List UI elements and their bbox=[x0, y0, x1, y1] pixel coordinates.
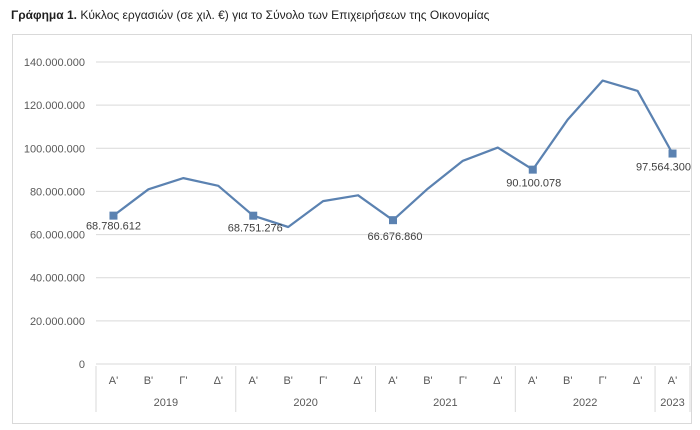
x-tick-label: Α' bbox=[388, 375, 397, 387]
chart-caption: Γράφημα 1. Κύκλος εργασιών (σε χιλ. €) γ… bbox=[11, 8, 489, 22]
x-tick-label: Δ' bbox=[633, 375, 642, 387]
y-tick-label: 20.000.000 bbox=[30, 316, 85, 328]
year-label: 2021 bbox=[433, 397, 457, 409]
data-label: 68.780.612 bbox=[86, 221, 141, 233]
data-point-marker bbox=[668, 149, 677, 158]
data-label: 66.676.860 bbox=[367, 231, 422, 243]
y-axis-ticks: 0 20.000.000 40.000.000 60.000.000 80.000.00… bbox=[24, 57, 85, 371]
x-tick-label: Α' bbox=[528, 375, 537, 387]
x-tick-label: Δ' bbox=[353, 375, 362, 387]
gridlines bbox=[96, 61, 690, 322]
data-point-marker bbox=[389, 216, 397, 225]
y-tick-label: 60.000.000 bbox=[30, 230, 85, 242]
caption-text: Κύκλος εργασιών (σε χιλ. €) για το Σύνολ… bbox=[80, 8, 490, 22]
x-tick-label: Β' bbox=[563, 375, 572, 387]
x-tick-label: Δ' bbox=[493, 375, 502, 387]
y-tick-label: 0 bbox=[79, 359, 85, 371]
caption-label: Γράφημα 1. bbox=[11, 8, 77, 22]
x-tick-label: Δ' bbox=[214, 375, 223, 387]
chart-frame bbox=[12, 34, 692, 424]
data-label: 90.100.078 bbox=[506, 178, 561, 190]
x-tick-label: Α' bbox=[249, 375, 258, 387]
series-markers bbox=[109, 149, 677, 225]
x-tick-label: Γ' bbox=[319, 375, 327, 387]
x-tick-label: Γ' bbox=[179, 375, 187, 387]
data-point-marker bbox=[528, 165, 537, 174]
year-label: 2019 bbox=[154, 397, 178, 409]
year-label: 2020 bbox=[293, 397, 317, 409]
x-tick-label: Α' bbox=[109, 375, 118, 387]
series-line bbox=[112, 79, 674, 229]
x-axis: Α' Β' Γ' Δ' Α' Β' Γ' Δ' Α' Β' Γ' Δ' Α' Β' Γ' Δ' Α' 2019 20… bbox=[95, 363, 691, 412]
y-tick-label: 140.000.000 bbox=[24, 57, 85, 69]
x-tick-label: Γ' bbox=[599, 375, 607, 387]
x-tick-label: Α' bbox=[668, 375, 677, 387]
year-label: 2023 bbox=[660, 397, 684, 409]
y-tick-label: 100.000.000 bbox=[24, 143, 85, 155]
x-tick-label: Β' bbox=[423, 375, 432, 387]
data-label: 97.564.300 bbox=[636, 162, 691, 174]
y-tick-label: 80.000.000 bbox=[30, 186, 85, 198]
x-tick-label: Β' bbox=[283, 375, 292, 387]
x-tick-label: Γ' bbox=[459, 375, 467, 387]
series-polyline bbox=[112, 79, 674, 229]
y-tick-label: 120.000.000 bbox=[24, 100, 85, 112]
x-tick-label: Β' bbox=[144, 375, 153, 387]
y-tick-label: 40.000.000 bbox=[30, 273, 85, 285]
data-point-marker bbox=[249, 211, 258, 220]
year-label: 2022 bbox=[573, 397, 597, 409]
data-label: 68.751.276 bbox=[228, 223, 283, 235]
data-point-marker bbox=[109, 211, 118, 220]
data-labels: 68.780.612 68.751.276 66.676.860 90.100.078… bbox=[86, 162, 691, 244]
